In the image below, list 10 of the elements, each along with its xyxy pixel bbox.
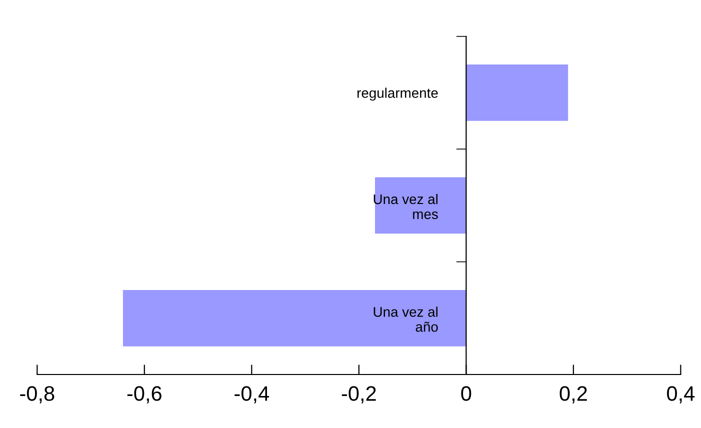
- x-tick-label: -0,8: [20, 386, 54, 404]
- y-tick-label: Una vez al año: [374, 306, 438, 332]
- x-tick-label: 0: [461, 386, 472, 401]
- y-tick-label: Una vez al mes: [374, 194, 438, 220]
- y-tick-label: regularmente: [357, 88, 438, 101]
- x-tick-label: -0,2: [342, 386, 376, 404]
- x-tick-label: 0,4: [667, 386, 695, 404]
- x-tick-label: 0,2: [560, 386, 587, 404]
- x-tick-label: -0,4: [234, 386, 269, 404]
- x-tick-label: -0,6: [127, 386, 162, 404]
